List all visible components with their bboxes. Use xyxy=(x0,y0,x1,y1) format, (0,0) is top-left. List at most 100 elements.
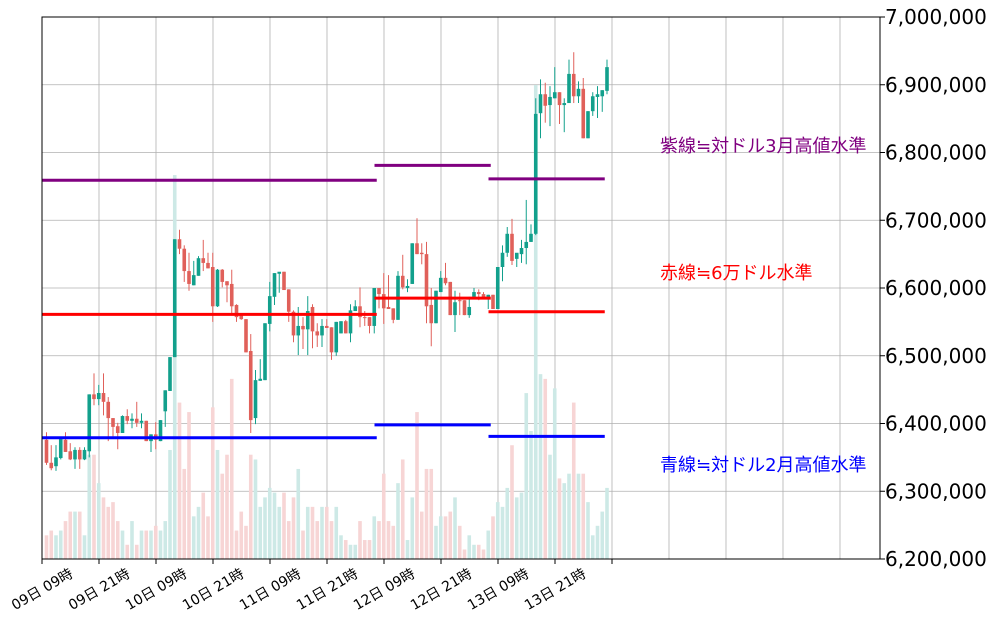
y-tick-label: 6,800,000 xyxy=(885,141,987,165)
volume-bar xyxy=(305,506,310,559)
y-tick-label: 6,700,000 xyxy=(885,208,987,232)
volume-bar xyxy=(538,374,543,559)
level-lines xyxy=(42,163,605,440)
volume-bar xyxy=(220,473,225,559)
candle-down xyxy=(177,239,182,249)
candle-down xyxy=(462,300,467,316)
volume-bar xyxy=(73,511,77,559)
volume-bar xyxy=(301,530,305,559)
candle-down xyxy=(92,394,96,400)
candle-down xyxy=(125,416,130,421)
candle-up xyxy=(272,273,277,297)
candle-down xyxy=(234,304,239,318)
volume-bar xyxy=(434,525,438,559)
candle-up xyxy=(533,113,538,234)
candle-up xyxy=(139,420,144,423)
candle-up xyxy=(600,90,605,97)
candle-down xyxy=(206,262,210,269)
candle-up xyxy=(348,310,353,334)
candle-up xyxy=(472,292,476,297)
candle-down xyxy=(557,92,562,106)
volume-bar xyxy=(44,535,49,559)
volume-bar xyxy=(557,478,562,559)
candle-down xyxy=(220,269,225,282)
y-tick-label: 6,600,000 xyxy=(885,276,987,300)
volume-bar xyxy=(533,85,538,559)
candle-up xyxy=(96,393,101,400)
volume-bar xyxy=(58,530,63,559)
candle-up xyxy=(168,357,172,391)
candle-up xyxy=(595,94,600,97)
candle-down xyxy=(481,294,486,299)
volume-bar xyxy=(111,502,115,559)
volume-bar xyxy=(576,473,581,559)
candle-down xyxy=(229,283,234,307)
volume-bar xyxy=(358,521,362,559)
volume-bar xyxy=(562,483,567,559)
y-tick-label: 7,000,000 xyxy=(885,5,987,29)
volume-bar xyxy=(82,535,87,559)
candle-up xyxy=(410,243,415,284)
volume-bar xyxy=(472,544,476,559)
candles xyxy=(44,52,609,471)
volume-bar xyxy=(320,506,324,559)
candle-up xyxy=(514,252,519,259)
volume-bar xyxy=(343,540,348,559)
candle-down xyxy=(491,294,495,310)
candle-up xyxy=(163,390,168,412)
volume-bar xyxy=(372,516,377,559)
candle-down xyxy=(543,94,548,106)
candle-down xyxy=(77,449,82,460)
candle-up xyxy=(253,380,258,419)
volume-bar xyxy=(191,516,196,559)
volume-bar xyxy=(339,535,343,559)
candle-down xyxy=(111,418,115,427)
candle-up xyxy=(258,378,263,381)
candle-up xyxy=(548,96,552,106)
candle-down xyxy=(476,292,481,295)
volume-bar xyxy=(139,530,144,559)
volume-bar xyxy=(120,530,125,559)
volume-bar xyxy=(448,511,453,559)
candle-up xyxy=(562,103,567,106)
volume-bar xyxy=(400,459,405,559)
candle-up xyxy=(434,290,438,324)
candle-up xyxy=(567,73,571,104)
candle-down xyxy=(400,275,405,288)
volume-bar xyxy=(182,468,187,559)
candle-up xyxy=(130,418,134,421)
candle-up xyxy=(586,111,590,139)
volume-bar xyxy=(595,525,600,559)
x-tick-label: 10日 09時 xyxy=(123,566,190,614)
candle-down xyxy=(49,462,54,469)
x-tick-label: 09日 21時 xyxy=(66,566,133,614)
volume-bar xyxy=(581,473,586,559)
candle-up xyxy=(191,275,196,286)
volume-bar xyxy=(353,544,358,559)
candle-up xyxy=(538,94,543,114)
volume-bar xyxy=(334,506,339,559)
volume-bar xyxy=(519,492,524,559)
candle-up xyxy=(467,306,472,316)
candle-up xyxy=(73,449,77,460)
volume-bar xyxy=(153,525,158,559)
level-label-red: 赤線≒6万ドル水準 xyxy=(660,263,813,284)
volume-bar xyxy=(101,497,106,559)
candle-down xyxy=(115,426,120,433)
candle-down xyxy=(282,271,286,291)
candle-up xyxy=(320,325,324,336)
candle-down xyxy=(101,393,106,402)
candle-down xyxy=(201,258,206,263)
candle-up xyxy=(82,449,87,460)
y-tick-label: 6,900,000 xyxy=(885,73,987,97)
candle-down xyxy=(144,420,149,442)
volume-bar xyxy=(548,454,552,559)
volume-bar xyxy=(571,402,576,559)
candle-up xyxy=(196,258,201,276)
candle-up xyxy=(438,277,443,293)
volume-bar xyxy=(419,511,424,559)
volume-bar xyxy=(405,540,410,559)
volume-bar xyxy=(324,506,329,559)
y-tick-label: 6,500,000 xyxy=(885,344,987,368)
